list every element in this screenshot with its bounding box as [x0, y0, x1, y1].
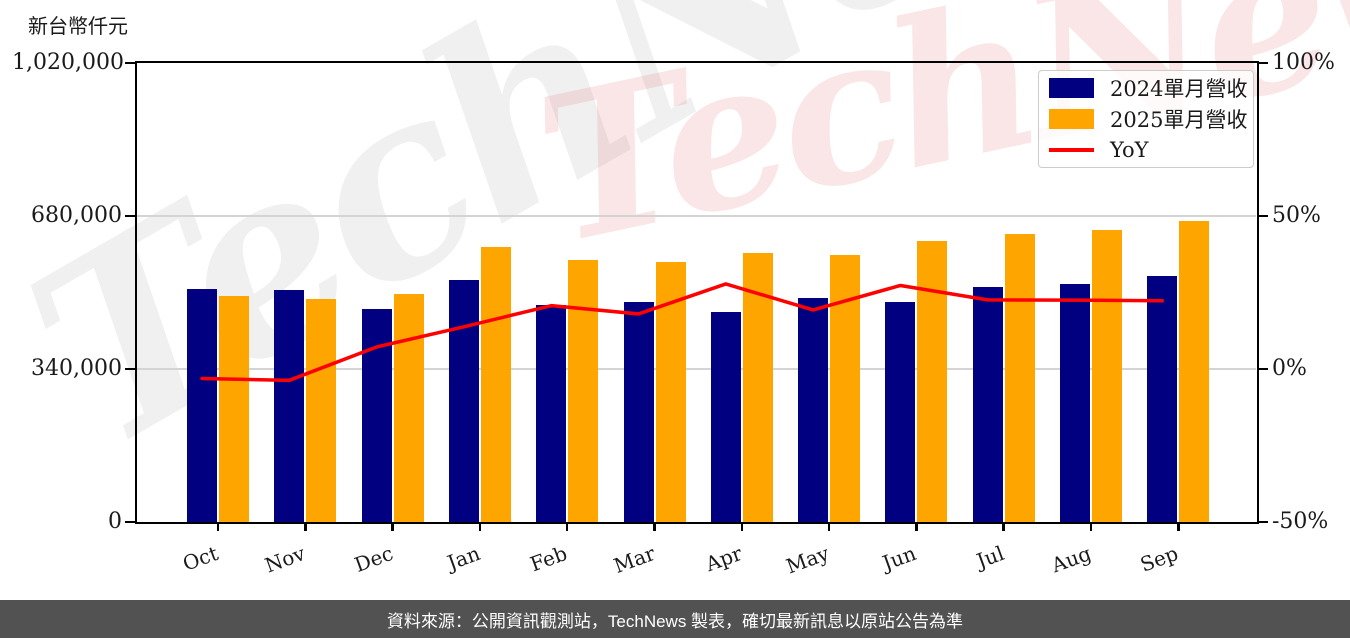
x-tick	[565, 522, 569, 531]
legend-item-2025: 2025單月營收	[1049, 107, 1247, 132]
left-tick	[125, 520, 135, 524]
x-tick	[216, 522, 220, 531]
footer-bar: 資料來源：公開資訊觀測站，TechNews 製表，確切最新訊息以原站公告為準	[0, 600, 1350, 638]
bar-2025-Jun	[917, 241, 948, 522]
x-tick-label-Mar: Mar	[610, 541, 658, 578]
y-axis-tick-label: 1,020,000	[12, 50, 124, 75]
bar-2025-Jan	[480, 246, 511, 522]
x-tick-label-Jun: Jun	[879, 541, 920, 576]
bar-2025-Mar	[655, 261, 686, 522]
footer-text: 資料來源：公開資訊觀測站，TechNews 製表，確切最新訊息以原站公告為準	[386, 611, 964, 631]
bar-2024-Apr	[710, 311, 741, 522]
pct-axis-tick-label: 50%	[1272, 203, 1321, 228]
bar-2025-Apr	[742, 253, 773, 522]
bar-2025-Sep	[1179, 220, 1210, 522]
bar-2024-Feb	[536, 305, 567, 522]
bar-2024-Jul	[972, 287, 1003, 522]
x-tick	[1002, 522, 1005, 531]
legend-item-2024: 2024單月營收	[1049, 76, 1247, 101]
x-tick-label-Nov: Nov	[261, 541, 309, 578]
x-tick-label-Jan: Jan	[444, 541, 484, 575]
x-tick	[915, 522, 918, 531]
x-tick-label-May: May	[783, 541, 833, 579]
bar-2024-Mar	[623, 301, 654, 522]
pct-axis-tick-label: 100%	[1272, 50, 1335, 75]
y-axis-tick-label: 0	[108, 509, 122, 534]
x-tick	[304, 522, 307, 531]
x-tick	[478, 522, 482, 531]
x-tick	[740, 522, 744, 531]
right-tick	[1258, 520, 1268, 524]
legend-label-yoy: YoY	[1110, 138, 1149, 162]
bar-2024-Oct	[187, 288, 217, 522]
pct-axis-tick-label: -50%	[1272, 509, 1329, 534]
bar-2024-Jan	[448, 279, 479, 522]
bar-2024-Aug	[1060, 283, 1090, 522]
bar-2024-Dec	[361, 309, 392, 522]
left-tick	[125, 214, 135, 218]
x-tick-label-Apr: Apr	[702, 541, 746, 577]
x-tick-label-Aug: Aug	[1048, 541, 1095, 578]
left-tick	[125, 61, 135, 65]
x-tick	[653, 522, 656, 531]
legend-label-2025: 2025單月營收	[1110, 108, 1248, 132]
bar-2025-Dec	[393, 293, 424, 522]
x-tick	[391, 522, 394, 531]
x-tick-label-Oct: Oct	[179, 541, 222, 576]
legend-swatch-2025	[1049, 109, 1094, 129]
legend-swatch-2024	[1049, 78, 1094, 98]
gridline	[137, 215, 1256, 217]
pct-axis-tick-label: 0%	[1272, 356, 1307, 381]
bar-2025-May	[830, 255, 861, 522]
x-tick-label-Sep: Sep	[1137, 541, 1182, 577]
x-tick	[1089, 522, 1093, 531]
legend-item-yoy: YoY	[1049, 138, 1243, 162]
y-axis-tick-label: 680,000	[31, 203, 122, 228]
bar-2024-Jun	[885, 301, 916, 522]
x-tick	[1177, 522, 1180, 531]
x-tick-label-Dec: Dec	[350, 541, 396, 577]
bar-2025-Jul	[1004, 234, 1035, 522]
bar-2024-Nov	[274, 290, 305, 522]
right-tick	[1258, 214, 1268, 218]
bar-2024-May	[798, 298, 829, 522]
x-tick	[827, 522, 831, 531]
y-axis-unit-label: 新台幣仟元	[28, 14, 128, 38]
bar-2024-Sep	[1147, 275, 1178, 522]
right-tick	[1258, 61, 1268, 65]
bar-2025-Oct	[219, 296, 249, 522]
x-tick-label-Feb: Feb	[527, 541, 571, 577]
bar-2025-Nov	[306, 298, 337, 522]
legend-swatch-yoy	[1049, 148, 1094, 152]
x-tick-label-Jul: Jul	[973, 541, 1007, 573]
left-tick	[125, 367, 135, 371]
y-axis-tick-label: 340,000	[31, 356, 122, 381]
bar-2025-Feb	[568, 260, 599, 522]
right-tick	[1258, 367, 1268, 371]
legend-label-2024: 2024單月營收	[1110, 77, 1248, 101]
bar-2025-Aug	[1092, 229, 1122, 522]
legend: 2024單月營收 2025單月營收 YoY	[1038, 70, 1254, 168]
